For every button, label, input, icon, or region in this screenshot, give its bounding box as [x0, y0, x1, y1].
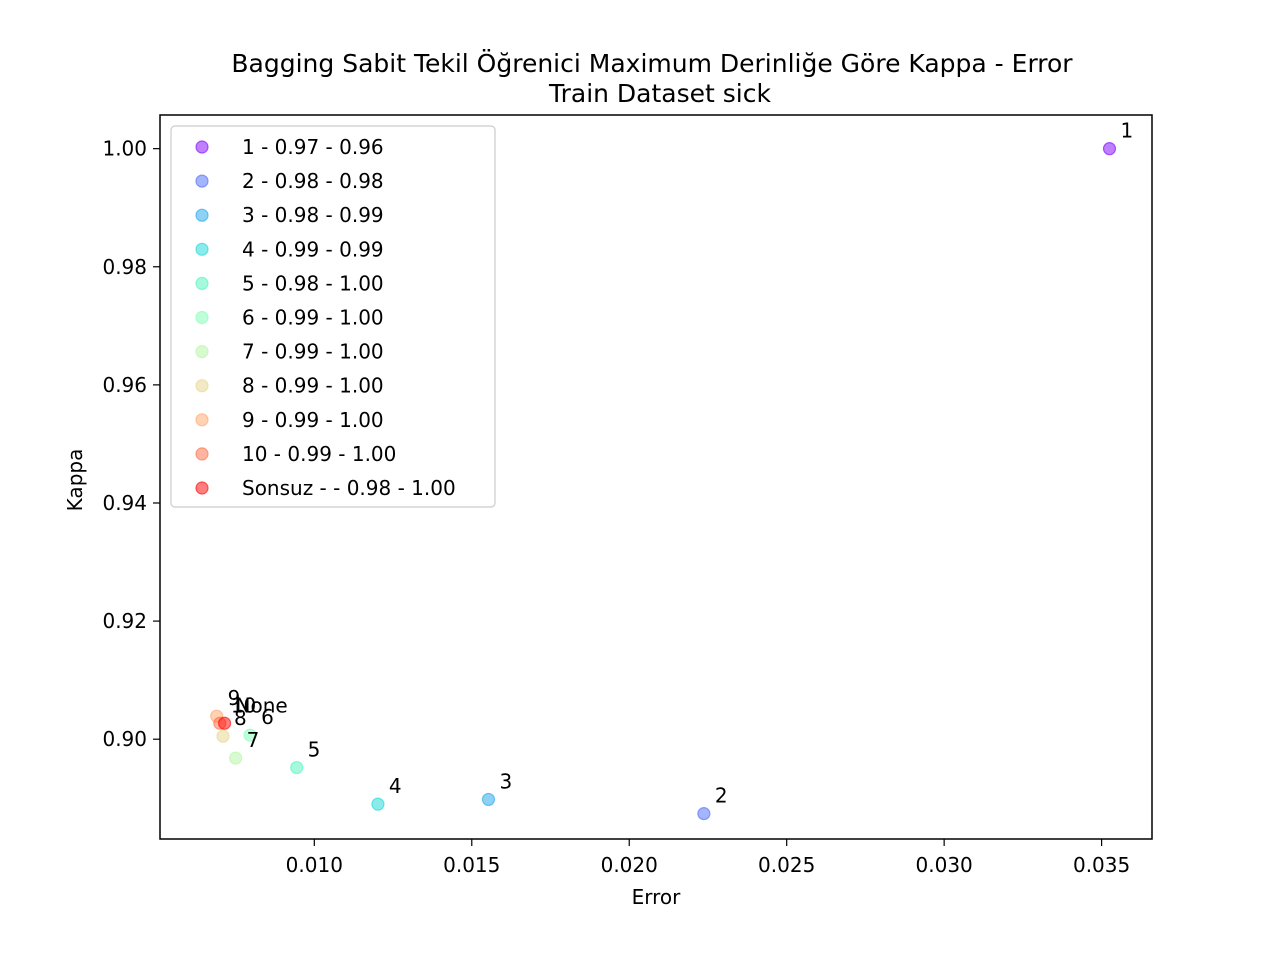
- legend-marker: [195, 140, 209, 154]
- x-tick-label: 0.025: [758, 853, 815, 877]
- legend-marker: [195, 481, 209, 495]
- legend-marker: [195, 379, 209, 393]
- chart-title: Bagging Sabit Tekil Öğrenici Maximum Der…: [231, 49, 1073, 78]
- y-tick-label: 0.98: [102, 255, 147, 279]
- legend-marker: [195, 345, 209, 359]
- point-label: 8: [234, 706, 247, 730]
- y-tick-label: 0.90: [102, 727, 147, 751]
- point-label: None: [236, 693, 288, 717]
- points-layer: [210, 142, 1117, 821]
- legend-label: 5 - 0.98 - 1.00: [242, 271, 384, 295]
- data-point: [1102, 142, 1117, 156]
- legend-items: 1 - 0.97 - 0.96 2 - 0.98 - 0.98 3 - 0.98 -…: [195, 135, 456, 500]
- legend-marker: [195, 208, 209, 222]
- point-label: 9: [228, 686, 241, 710]
- legend-label: Sonsuz - - 0.98 - 1.00: [242, 476, 456, 500]
- point-label: 3: [499, 769, 512, 793]
- point-label: 2: [715, 784, 728, 808]
- data-point: [697, 807, 711, 821]
- x-tick-label: 0.010: [286, 853, 343, 877]
- y-axis-ticks: 0.90 0.92 0.94 0.96 0.98 1.00: [102, 137, 160, 751]
- y-axis-label: Kappa: [63, 449, 87, 512]
- x-tick-label: 0.020: [601, 853, 658, 877]
- x-tick-label: 0.015: [443, 853, 500, 877]
- y-tick-label: 0.94: [102, 491, 147, 515]
- legend-label: 7 - 0.99 - 1.00: [242, 340, 384, 364]
- data-point: [228, 751, 243, 765]
- point-label: 1: [1120, 119, 1133, 143]
- data-point: [217, 716, 232, 730]
- point-label: 7: [247, 728, 260, 752]
- legend-frame: [170, 125, 496, 508]
- x-axis-label: Error: [632, 885, 682, 909]
- legend-marker: [195, 310, 209, 325]
- legend-label: 2 - 0.98 - 0.98: [242, 169, 384, 193]
- y-tick-label: 1.00: [102, 137, 147, 161]
- legend: 1 - 0.97 - 0.96 2 - 0.98 - 0.98 3 - 0.98 -…: [170, 125, 496, 508]
- legend-marker: [195, 413, 209, 427]
- x-tick-label: 0.030: [916, 853, 973, 877]
- plot-area: [159, 114, 1153, 840]
- legend-marker: [195, 174, 209, 188]
- legend-marker: [195, 276, 209, 290]
- chart-subtitle: Train Dataset sick: [548, 79, 771, 108]
- data-point: [216, 729, 230, 743]
- y-tick-label: 0.96: [102, 373, 147, 397]
- data-point: [371, 797, 385, 811]
- y-tick-label: 0.92: [102, 609, 147, 633]
- point-label: 6: [261, 705, 274, 729]
- legend-marker: [195, 447, 209, 461]
- point-label: 4: [389, 774, 402, 798]
- data-point: [243, 728, 257, 742]
- legend-label: 4 - 0.99 - 0.99: [242, 237, 384, 261]
- legend-label: 10 - 0.99 - 1.00: [242, 442, 396, 466]
- legend-label: 1 - 0.97 - 0.96: [242, 135, 384, 159]
- data-point: [481, 792, 496, 807]
- point-label: 10: [231, 693, 256, 717]
- x-tick-label: 0.035: [1073, 853, 1130, 877]
- x-axis-ticks: 0.010 0.015 0.020 0.025 0.030 0.035: [286, 839, 1130, 877]
- legend-label: 9 - 0.99 - 1.00: [242, 408, 384, 432]
- legend-label: 8 - 0.99 - 1.00: [242, 374, 384, 398]
- legend-label: 3 - 0.98 - 0.99: [242, 203, 384, 227]
- legend-label: 6 - 0.99 - 1.00: [242, 306, 384, 330]
- point-label: 5: [308, 738, 321, 762]
- legend-marker: [195, 242, 209, 256]
- data-point: [290, 760, 304, 775]
